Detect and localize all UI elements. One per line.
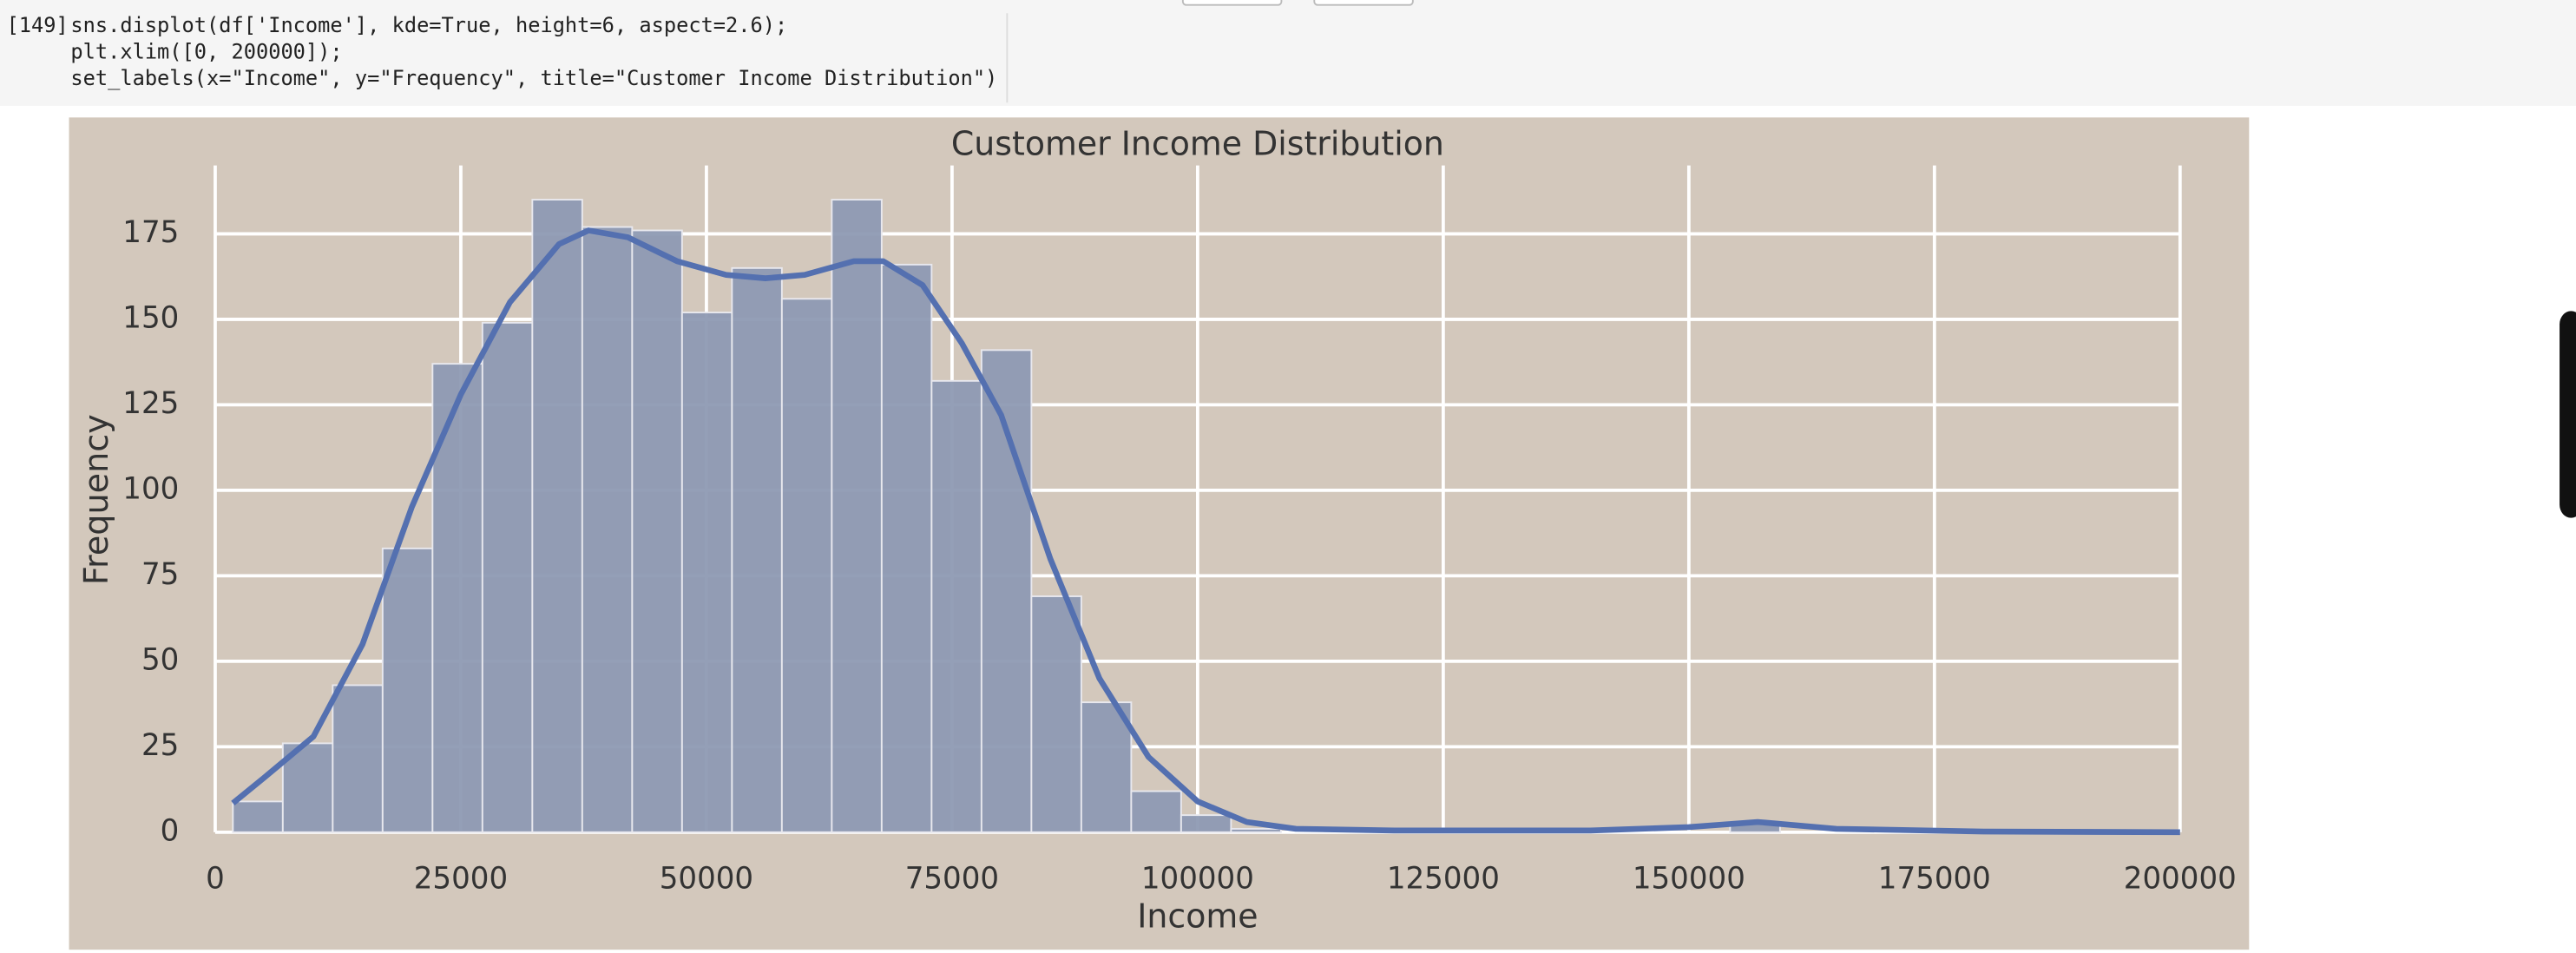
y-tick-label: 75 — [141, 557, 179, 592]
code-cell — [0, 0, 2576, 106]
histogram-bar — [1230, 827, 1282, 833]
histogram-bar — [731, 266, 783, 833]
histogram-bar — [531, 199, 583, 833]
histogram-bar — [831, 199, 883, 833]
histogram-bar — [1130, 790, 1182, 833]
side-widget[interactable] — [2560, 311, 2576, 518]
y-axis-label: Frequency — [77, 414, 115, 585]
plot — [214, 165, 2182, 836]
x-tick-label: 150000 — [1633, 862, 1745, 897]
histogram-bar — [780, 298, 833, 833]
y-tick-label: 100 — [122, 471, 179, 506]
x-tick-label: 125000 — [1387, 862, 1500, 897]
histogram-bar — [232, 800, 284, 833]
histogram-bar — [481, 321, 534, 833]
histogram-bar — [1180, 814, 1232, 833]
toolbar-button[interactable] — [1313, 0, 1414, 6]
x-tick-label: 75000 — [905, 862, 999, 897]
x-tick-label: 100000 — [1141, 862, 1254, 897]
y-tick-label: 125 — [122, 386, 179, 421]
y-tick-label: 50 — [141, 642, 179, 677]
histogram-bar — [431, 363, 483, 833]
histogram-bar — [880, 263, 933, 833]
x-tick-label: 200000 — [2124, 862, 2237, 897]
histogram-bar — [680, 312, 733, 833]
histogram-bar — [581, 226, 634, 833]
histogram-bar — [1030, 595, 1082, 833]
histogram-bar — [1080, 701, 1133, 833]
x-tick-label: 25000 — [414, 862, 508, 897]
code-line: plt.xlim([0, 200000]); — [70, 39, 342, 63]
y-tick-label: 175 — [122, 215, 179, 250]
y-tick-label: 0 — [161, 813, 180, 848]
chart-title: Customer Income Distribution — [951, 124, 1444, 162]
code-line: set_labels(x="Income", y="Frequency", ti… — [70, 66, 997, 90]
histogram-bar — [631, 229, 683, 833]
code-line: sns.displot(df['Income'], kde=True, heig… — [70, 13, 787, 37]
kde-line — [231, 227, 2180, 836]
x-tick-label: 175000 — [1878, 862, 1991, 897]
histogram-bar — [930, 379, 982, 833]
histogram-bar — [381, 547, 434, 833]
toolbar-button[interactable] — [1181, 0, 1283, 6]
x-tick-label: 0 — [206, 862, 225, 897]
y-tick-label: 150 — [122, 300, 179, 335]
histogram-bar — [332, 684, 384, 833]
x-tick-label: 50000 — [660, 862, 753, 897]
y-tick-label: 25 — [141, 728, 179, 763]
cell-prompt: [149] — [7, 13, 69, 37]
x-axis-label: Income — [1137, 897, 1258, 935]
